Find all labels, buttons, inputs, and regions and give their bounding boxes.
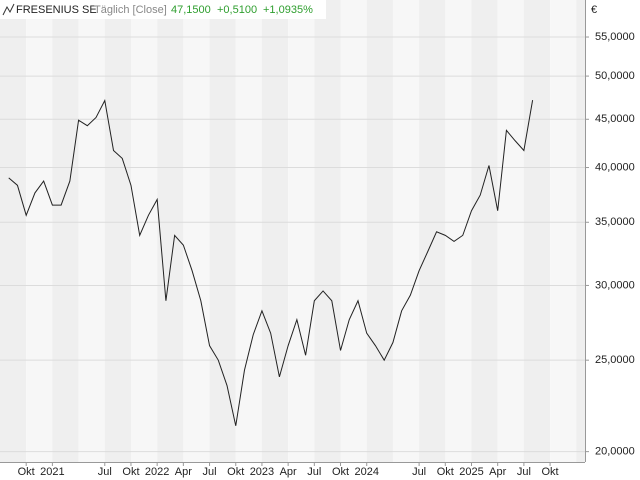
x-tick-label: 2025 bbox=[459, 466, 483, 478]
header-interval: Täglich [Close] bbox=[94, 4, 167, 16]
x-tick-label: Okt bbox=[122, 466, 139, 478]
band bbox=[0, 0, 27, 462]
header-change: +0,5100 bbox=[217, 4, 257, 16]
band bbox=[78, 0, 105, 462]
header-change-pct: +1,0935% bbox=[263, 4, 313, 16]
x-tick-label: Jul bbox=[203, 466, 217, 478]
band bbox=[576, 0, 585, 462]
band bbox=[392, 0, 420, 462]
band bbox=[366, 0, 393, 462]
y-tick-label: 35,0000 bbox=[595, 216, 635, 228]
x-tick-label: Jul bbox=[307, 466, 321, 478]
plot bbox=[8, 99, 534, 426]
x-tick-label: Okt bbox=[332, 466, 349, 478]
x-tick-label: 2024 bbox=[354, 466, 378, 478]
band bbox=[209, 0, 236, 462]
y-tick-label: 40,0000 bbox=[595, 161, 635, 173]
band bbox=[130, 0, 158, 462]
band bbox=[550, 0, 577, 462]
band bbox=[288, 0, 315, 462]
x-tick-label: Apr bbox=[489, 466, 506, 478]
x-tick-label: Okt bbox=[542, 466, 559, 478]
x-tick-label: 2023 bbox=[250, 466, 274, 478]
y-tick-label: 55,0000 bbox=[595, 31, 635, 43]
x-tick-label: Okt bbox=[18, 466, 35, 478]
currency: € bbox=[591, 4, 597, 16]
band bbox=[445, 0, 472, 462]
x-tick-label: Jul bbox=[517, 466, 531, 478]
band bbox=[314, 0, 341, 462]
y-tick-label: 45,0000 bbox=[595, 113, 635, 125]
x-tick-label: Okt bbox=[227, 466, 244, 478]
price-line bbox=[8, 99, 534, 426]
x-tick-label: Jul bbox=[98, 466, 112, 478]
band bbox=[235, 0, 262, 462]
x-tick-label: Jul bbox=[412, 466, 426, 478]
x-tick-label: Apr bbox=[280, 466, 297, 478]
band bbox=[523, 0, 551, 462]
y-tick-label: 20,0000 bbox=[595, 446, 635, 458]
band bbox=[471, 0, 498, 462]
band bbox=[340, 0, 367, 462]
grid bbox=[0, 36, 585, 453]
header-box bbox=[0, 0, 326, 19]
band bbox=[52, 0, 79, 462]
band bbox=[157, 0, 184, 462]
band bbox=[497, 0, 524, 462]
x-tick-label: Okt bbox=[437, 466, 454, 478]
y-tick-label: 25,0000 bbox=[595, 354, 635, 366]
x-tick-label: Apr bbox=[175, 466, 192, 478]
y-tick-label: 50,0000 bbox=[595, 70, 635, 82]
x-tick-label: 2021 bbox=[40, 466, 64, 478]
x-tick-label: 2022 bbox=[145, 466, 169, 478]
band bbox=[419, 0, 446, 462]
header-title: FRESENIUS SE bbox=[16, 4, 97, 16]
y-tick-label: 30,0000 bbox=[595, 279, 635, 291]
band bbox=[104, 0, 131, 462]
plot-background bbox=[0, 0, 585, 462]
line-icon bbox=[2, 3, 15, 16]
band bbox=[183, 0, 210, 462]
header-last: 47,1500 bbox=[171, 4, 211, 16]
band bbox=[26, 0, 53, 462]
band bbox=[261, 0, 289, 462]
